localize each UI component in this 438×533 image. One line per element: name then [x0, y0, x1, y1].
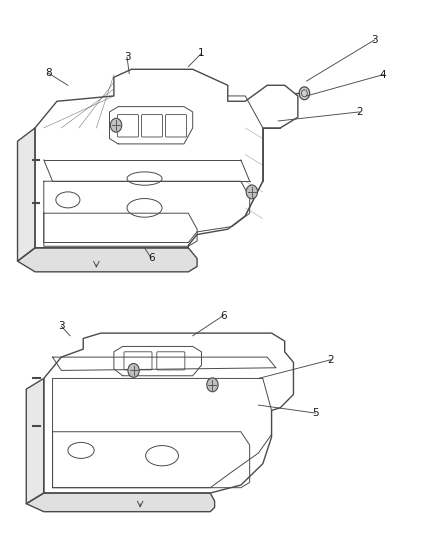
Text: 2: 2 — [356, 107, 363, 117]
Text: 6: 6 — [220, 311, 227, 320]
Circle shape — [110, 118, 122, 132]
Text: 5: 5 — [312, 408, 319, 418]
Text: 8: 8 — [45, 68, 52, 78]
Polygon shape — [18, 248, 197, 272]
Circle shape — [128, 364, 139, 377]
Polygon shape — [26, 378, 44, 504]
Text: 4: 4 — [380, 70, 387, 79]
Text: 3: 3 — [124, 52, 131, 62]
Circle shape — [207, 378, 218, 392]
Text: 6: 6 — [148, 253, 155, 263]
Text: 3: 3 — [371, 35, 378, 45]
Polygon shape — [35, 69, 298, 248]
Text: 2: 2 — [327, 355, 334, 365]
Text: 1: 1 — [198, 49, 205, 58]
Polygon shape — [44, 333, 293, 493]
Circle shape — [246, 185, 258, 199]
Polygon shape — [26, 493, 215, 512]
Polygon shape — [18, 128, 35, 261]
Text: 3: 3 — [58, 321, 65, 331]
Circle shape — [299, 87, 310, 100]
